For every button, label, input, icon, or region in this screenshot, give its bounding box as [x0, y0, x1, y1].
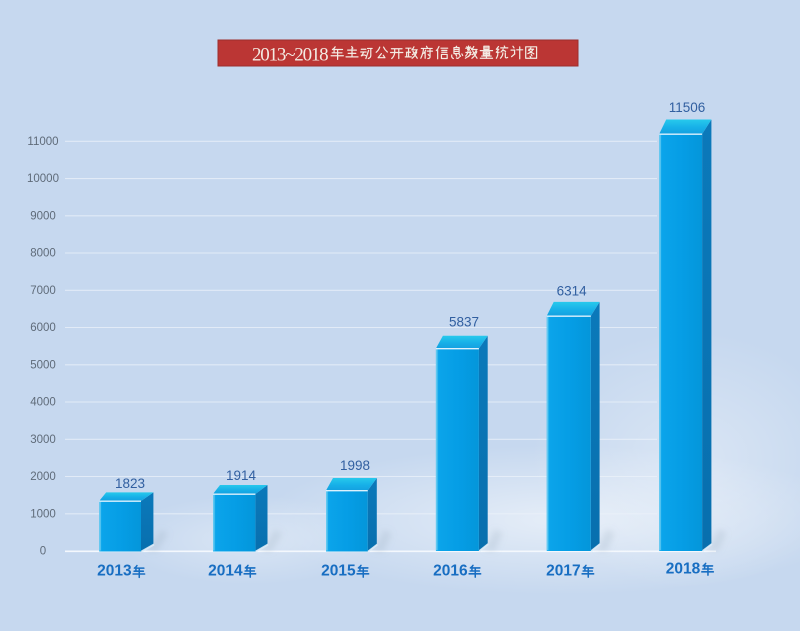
svg-text:11000: 11000	[27, 136, 58, 148]
svg-text:1914: 1914	[226, 468, 257, 483]
svg-text:2015: 2015	[321, 562, 356, 579]
svg-text:2016: 2016	[433, 562, 468, 579]
svg-text:1998: 1998	[340, 458, 370, 473]
svg-text:6314: 6314	[557, 283, 588, 298]
svg-text:2018: 2018	[666, 560, 701, 577]
svg-text:2013: 2013	[97, 562, 132, 579]
svg-text:5837: 5837	[449, 314, 479, 329]
svg-text:1000: 1000	[30, 508, 56, 520]
svg-text:1823: 1823	[115, 476, 145, 491]
svg-text:4000: 4000	[30, 397, 56, 409]
svg-text:2017: 2017	[546, 562, 580, 579]
svg-text:7000: 7000	[30, 285, 56, 297]
svg-text:2013~2018: 2013~2018	[252, 45, 328, 66]
svg-text:2014: 2014	[208, 562, 243, 579]
svg-text:2000: 2000	[30, 471, 56, 483]
svg-text:5000: 5000	[30, 359, 56, 371]
svg-text:8000: 8000	[30, 248, 56, 260]
svg-text:10000: 10000	[27, 173, 59, 185]
svg-text:11506: 11506	[669, 100, 706, 115]
svg-text:6000: 6000	[30, 322, 56, 334]
svg-text:3000: 3000	[30, 434, 56, 446]
svg-text:9000: 9000	[30, 210, 56, 222]
svg-text:0: 0	[40, 546, 46, 558]
